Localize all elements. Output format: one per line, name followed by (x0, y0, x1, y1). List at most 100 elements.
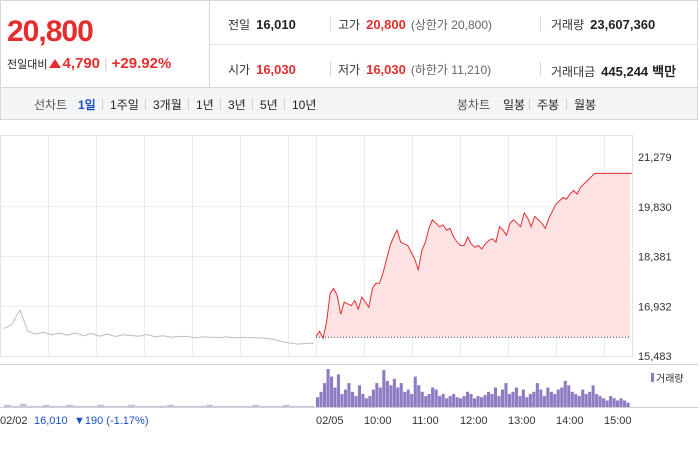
price-chart-svg[interactable]: 21,279 19,830 18,381 16,932 15,483 거래량 02/02… (0, 120, 698, 450)
x-tick-label: 14:00 (556, 415, 584, 427)
volume-bar (213, 405, 221, 407)
candle-chart-label: 봉차트 (457, 98, 491, 112)
x-tick-label: 11:00 (412, 415, 439, 427)
volume-bar (389, 385, 393, 407)
y-tick-label: 18,381 (638, 252, 672, 264)
prev-day-price-line (3, 308, 315, 345)
volume-bar (330, 376, 334, 407)
change-label: 전일대비 (7, 59, 48, 71)
volume-bar (267, 405, 275, 407)
volume-bar (417, 385, 421, 407)
volume-bar (605, 400, 609, 407)
tab-3y[interactable]: 3년 (228, 98, 246, 112)
volume-bar (497, 396, 501, 407)
change-percent: +29.92% (111, 55, 172, 72)
chart-fill-layer (316, 173, 630, 339)
x-prev-change-label: ▼190 (-1.17%) (74, 415, 148, 427)
volume-bar (483, 395, 487, 407)
volume-bar (73, 405, 82, 407)
volume-bar (354, 396, 358, 407)
volume-bar (424, 396, 428, 407)
tab-monthly-candle[interactable]: 월봉 (574, 98, 597, 112)
tab-divider (252, 99, 253, 110)
volume-bar (316, 397, 320, 407)
volume-bars: 거래량 (0, 364, 698, 408)
volume-bar (420, 391, 424, 407)
volume-bar (619, 398, 623, 407)
quote-summary: 20,800 전일대비 4,790 | +29.92% 전일 16,010 고가 20,8… (0, 0, 698, 88)
tab-divider (566, 99, 567, 110)
volume-legend-label: 거래량 (656, 373, 684, 385)
volume-bar (364, 398, 368, 407)
tab-1y[interactable]: 1년 (196, 98, 214, 112)
volume-bar (525, 397, 529, 407)
y-tick-label: 15,483 (638, 351, 672, 363)
volume-bar (616, 400, 620, 407)
volume-bar (427, 394, 431, 407)
stat-label: 거래대금 (551, 65, 596, 79)
volume-bar (521, 389, 525, 407)
tab-daily-candle[interactable]: 일봉 (503, 98, 526, 112)
volume-bar (392, 378, 396, 407)
volume-bar (500, 389, 504, 407)
stat-low: 저가 16,030 (하한가 11,210) (338, 61, 491, 78)
y-axis: 21,279 19,830 18,381 16,932 15,483 (638, 152, 672, 363)
volume-bar (469, 394, 473, 407)
volume-bar (228, 405, 237, 407)
stat-divider (540, 62, 541, 76)
volume-bar (514, 387, 518, 407)
line-chart-label: 선차트 (34, 98, 68, 112)
change-line: 전일대비 4,790 | +29.92% (7, 55, 171, 72)
tab-3m[interactable]: 3개월 (153, 98, 182, 112)
volume-bar (205, 404, 213, 407)
volume-bar (323, 383, 327, 407)
chart-period-tabs: 선차트 1일 1주일 3개월 1년 3년 5년 10년 봉차트 일봉 주봉 월봉 (0, 88, 698, 120)
volume-bar (535, 383, 539, 407)
y-tick-label: 19,830 (638, 202, 672, 214)
volume-bar (584, 394, 588, 407)
volume-bar (159, 405, 167, 407)
volume-bar (221, 405, 229, 407)
volume-bar (275, 405, 283, 407)
volume-bar (602, 398, 606, 407)
volume-bar (466, 391, 470, 407)
stat-volume: 거래량 23,607,360 (551, 16, 655, 33)
volume-bar (190, 405, 198, 407)
tab-1w[interactable]: 1주일 (110, 98, 139, 112)
x-tick-label: 10:00 (364, 415, 392, 427)
x-tick-label: 13:00 (508, 415, 536, 427)
volume-bar (570, 391, 574, 407)
x-prev-date-label: 02/02 (0, 415, 28, 427)
volume-bar (166, 404, 175, 407)
volume-bar (326, 369, 330, 407)
tab-10y[interactable]: 10년 (292, 98, 317, 112)
volume-bar (236, 405, 244, 407)
change-divider: | (104, 55, 108, 71)
chart-lines (3, 172, 632, 345)
x-axis: 02/02 16,010 ▼190 (-1.17%) 02/05 10:00 11:00 1… (0, 415, 632, 427)
volume-bar (375, 383, 379, 407)
stat-value: 16,010 (256, 17, 296, 32)
volume-bar (151, 405, 159, 407)
volume-bar (507, 394, 511, 407)
stats-grid: 전일 16,010 고가 20,800 (상한가 20,800) 거래량 23,607,… (210, 1, 698, 87)
volume-legend-swatch (651, 373, 654, 382)
volume-bar (546, 387, 550, 407)
volume-bar (431, 387, 435, 407)
tab-5y[interactable]: 5년 (260, 98, 278, 112)
volume-bar (298, 405, 306, 407)
stat-label: 거래량 (551, 18, 585, 32)
volume-bar (27, 405, 35, 407)
volume-bar (368, 396, 372, 407)
stat-trade-value: 거래대금 445,244 백만 (551, 61, 676, 80)
tab-1d[interactable]: 1일 (78, 98, 96, 112)
intraday-chart[interactable]: 21,279 19,830 18,381 16,932 15,483 거래량 02/02… (0, 120, 698, 450)
stat-divider (330, 62, 331, 76)
volume-bar (553, 394, 557, 407)
volume-bar (511, 391, 515, 407)
volume-bar (438, 396, 442, 407)
volume-bar (462, 396, 466, 407)
stat-label: 저가 (338, 63, 361, 77)
tab-weekly-candle[interactable]: 주봉 (537, 98, 560, 112)
volume-bar (406, 389, 410, 407)
